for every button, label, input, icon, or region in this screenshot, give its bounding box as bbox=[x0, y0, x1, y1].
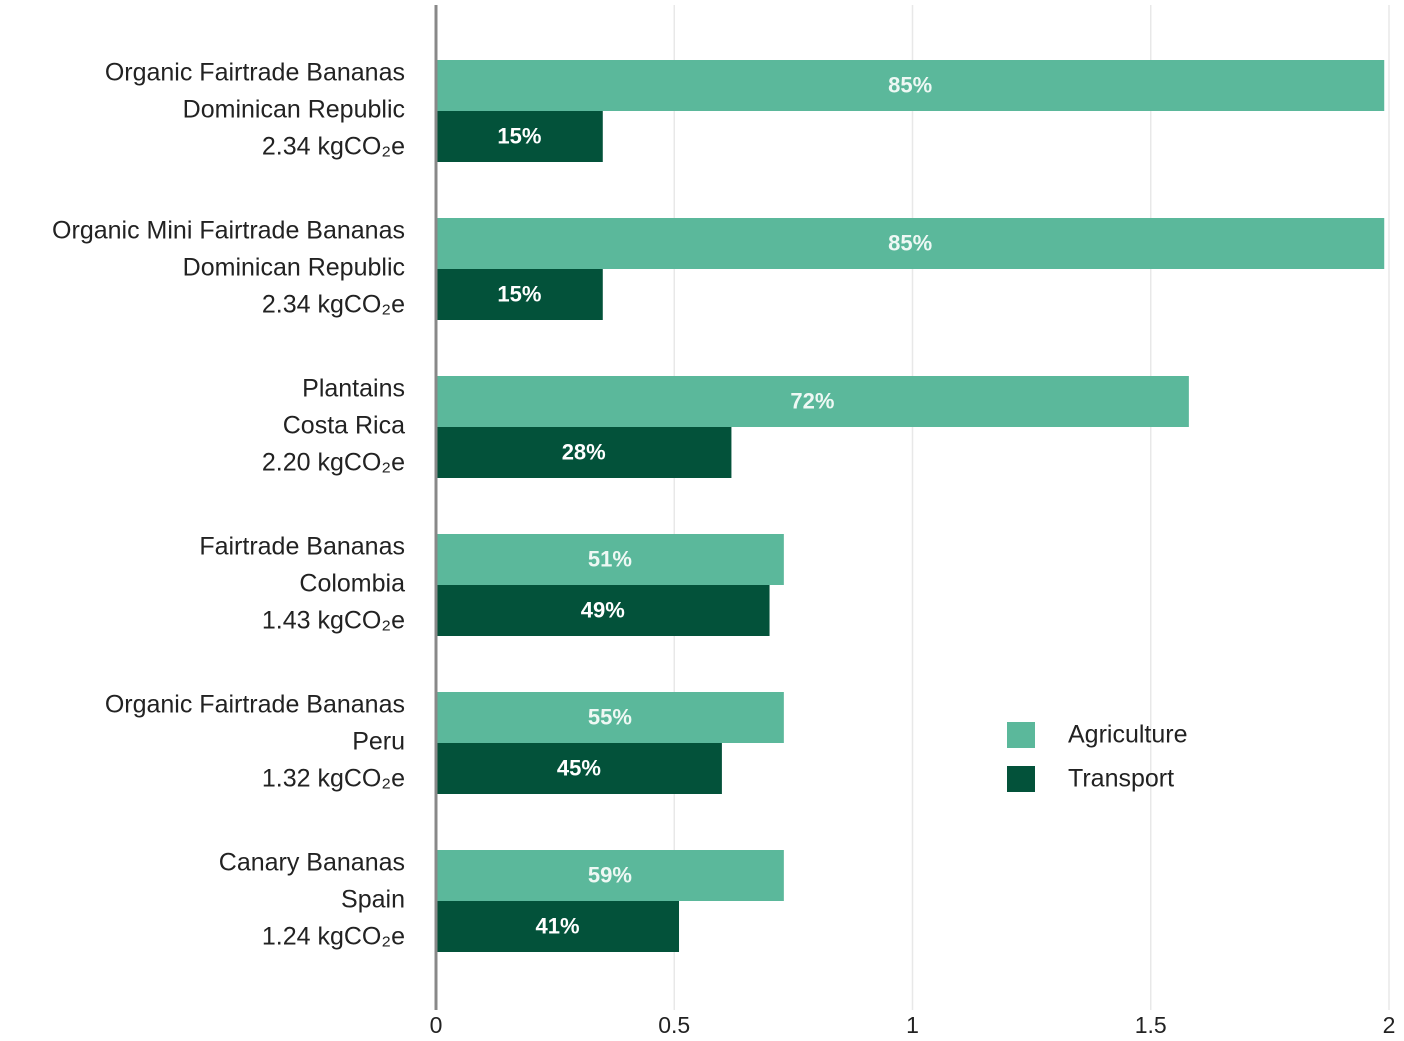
category-label: 2.20 kgCO₂e bbox=[262, 449, 405, 477]
x-tick-label: 1.5 bbox=[1135, 1012, 1167, 1038]
bar bbox=[436, 376, 1189, 427]
category-label: 1.43 kgCO₂e bbox=[262, 607, 405, 635]
data-label: 55% bbox=[588, 704, 632, 729]
legend-swatch bbox=[1007, 766, 1035, 792]
category-label: Colombia bbox=[299, 570, 405, 598]
bar bbox=[436, 111, 603, 162]
category-label: 2.34 kgCO₂e bbox=[262, 133, 405, 161]
legend-label: Agriculture bbox=[1068, 721, 1188, 749]
bar bbox=[436, 269, 603, 320]
category-label: Dominican Republic bbox=[183, 254, 405, 282]
category-label: Spain bbox=[341, 886, 405, 914]
data-label: 41% bbox=[535, 913, 579, 938]
category-label: Organic Fairtrade Bananas bbox=[105, 59, 405, 87]
bar bbox=[436, 427, 732, 478]
legend-swatch bbox=[1007, 722, 1035, 748]
category-label: Organic Fairtrade Bananas bbox=[105, 691, 405, 719]
data-label: 28% bbox=[562, 439, 606, 464]
data-label: 72% bbox=[790, 388, 834, 413]
bar bbox=[436, 901, 680, 952]
category-label: 2.34 kgCO₂e bbox=[262, 291, 405, 319]
legend-label: Transport bbox=[1068, 765, 1174, 793]
bar bbox=[436, 60, 1385, 111]
bar bbox=[436, 692, 784, 743]
bar bbox=[436, 743, 722, 794]
bar bbox=[436, 850, 784, 901]
category-label: 1.24 kgCO₂e bbox=[262, 923, 405, 951]
category-label: Costa Rica bbox=[283, 412, 405, 440]
category-label: Peru bbox=[352, 728, 405, 756]
category-label: Plantains bbox=[302, 375, 405, 403]
category-label: Fairtrade Bananas bbox=[199, 533, 405, 561]
bar bbox=[436, 585, 770, 636]
data-label: 45% bbox=[557, 755, 601, 780]
x-tick-label: 2 bbox=[1383, 1012, 1396, 1038]
category-label: 1.32 kgCO₂e bbox=[262, 765, 405, 793]
x-tick-label: 0.5 bbox=[658, 1012, 690, 1038]
bar bbox=[436, 534, 784, 585]
data-label: 49% bbox=[581, 597, 625, 622]
x-tick-label: 1 bbox=[906, 1012, 919, 1038]
data-label: 15% bbox=[497, 123, 541, 148]
category-label: Canary Bananas bbox=[219, 849, 405, 877]
data-label: 85% bbox=[888, 72, 932, 97]
data-label: 15% bbox=[497, 281, 541, 306]
category-label: Organic Mini Fairtrade Bananas bbox=[52, 217, 405, 245]
x-tick-label: 0 bbox=[430, 1012, 443, 1038]
category-label: Dominican Republic bbox=[183, 96, 405, 124]
bar bbox=[436, 218, 1385, 269]
data-label: 59% bbox=[588, 862, 632, 887]
data-label: 85% bbox=[888, 230, 932, 255]
data-label: 51% bbox=[588, 546, 632, 571]
